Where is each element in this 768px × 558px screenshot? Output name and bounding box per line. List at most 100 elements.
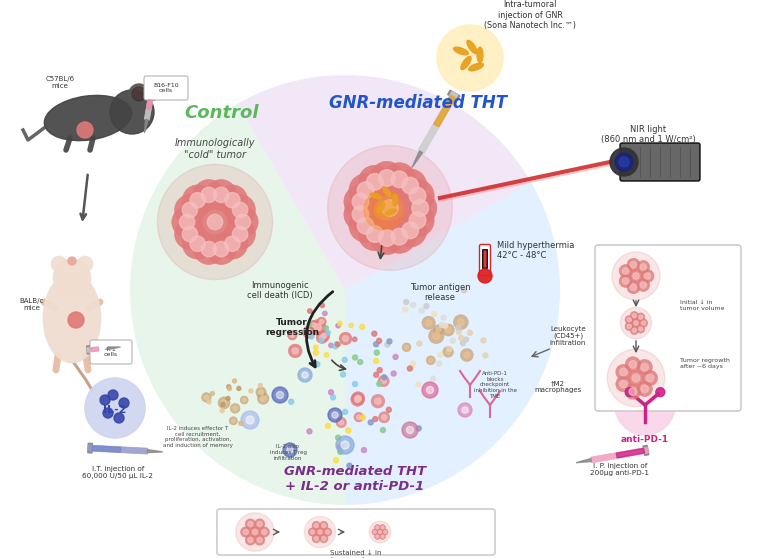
Circle shape [483,353,488,358]
Circle shape [230,403,240,413]
Circle shape [319,521,328,530]
Circle shape [180,214,195,230]
Circle shape [460,340,465,345]
Circle shape [373,191,406,225]
Polygon shape [412,151,422,167]
Circle shape [481,338,486,343]
FancyBboxPatch shape [483,249,488,268]
Circle shape [319,338,323,343]
Wedge shape [130,104,345,505]
Circle shape [403,191,437,225]
Circle shape [248,521,253,527]
Circle shape [231,419,235,423]
Circle shape [206,234,237,264]
Circle shape [458,403,472,417]
Circle shape [627,281,640,294]
Circle shape [412,200,429,217]
Circle shape [119,398,129,408]
Circle shape [194,180,224,210]
Circle shape [379,230,396,246]
Circle shape [381,535,384,538]
Circle shape [386,407,392,412]
Circle shape [366,226,383,242]
Circle shape [631,311,638,320]
Circle shape [194,234,224,264]
Circle shape [619,157,629,167]
Circle shape [641,363,648,371]
Circle shape [218,397,230,409]
Polygon shape [87,346,91,354]
Circle shape [254,535,265,545]
Circle shape [346,428,351,433]
Circle shape [190,193,205,208]
Circle shape [460,349,473,362]
Circle shape [172,206,203,237]
Circle shape [322,536,326,541]
Polygon shape [144,119,148,133]
Circle shape [381,378,386,383]
Circle shape [625,384,641,400]
Circle shape [402,343,411,352]
Circle shape [393,169,427,202]
Circle shape [310,334,314,339]
Circle shape [287,330,297,340]
Circle shape [336,343,340,347]
Polygon shape [88,445,147,454]
Circle shape [391,228,408,245]
Polygon shape [144,95,154,120]
Circle shape [353,194,369,210]
Circle shape [381,526,384,529]
Circle shape [625,388,634,397]
Circle shape [237,387,241,391]
Circle shape [437,25,503,91]
Circle shape [314,523,318,527]
Circle shape [358,359,362,364]
Text: Initial ↓ in
tumor volume: Initial ↓ in tumor volume [680,300,724,311]
Circle shape [640,319,647,327]
Circle shape [338,449,343,454]
Circle shape [243,398,246,402]
Circle shape [625,357,641,372]
Circle shape [640,282,647,288]
Circle shape [411,302,415,307]
Circle shape [352,392,365,405]
Circle shape [360,415,366,420]
Ellipse shape [386,209,397,215]
Circle shape [262,530,266,535]
Text: Immunologically
"cold" tumor: Immunologically "cold" tumor [175,138,255,160]
Circle shape [406,426,414,434]
Circle shape [272,387,288,403]
Circle shape [615,375,675,435]
Circle shape [256,387,266,397]
Circle shape [289,399,293,404]
Circle shape [438,352,443,357]
Circle shape [353,206,369,223]
Circle shape [328,146,452,271]
Circle shape [338,321,343,326]
Circle shape [292,348,298,354]
Circle shape [233,202,248,218]
Circle shape [317,317,326,326]
Circle shape [634,321,638,325]
Circle shape [190,236,205,252]
Circle shape [233,406,237,411]
Text: Immunogenic
cell death (ICD): Immunogenic cell death (ICD) [247,281,313,300]
Circle shape [453,315,468,330]
Circle shape [227,387,231,391]
Circle shape [357,397,361,401]
Circle shape [108,390,118,400]
Circle shape [620,368,627,376]
Circle shape [385,342,390,347]
Circle shape [409,212,426,229]
Circle shape [405,345,409,349]
Circle shape [433,333,440,339]
Polygon shape [643,445,649,455]
Circle shape [402,422,418,438]
Circle shape [68,312,84,328]
Circle shape [426,386,434,393]
Circle shape [221,400,227,406]
Circle shape [359,165,392,199]
Circle shape [656,388,665,397]
Circle shape [382,163,416,196]
Circle shape [322,333,327,338]
